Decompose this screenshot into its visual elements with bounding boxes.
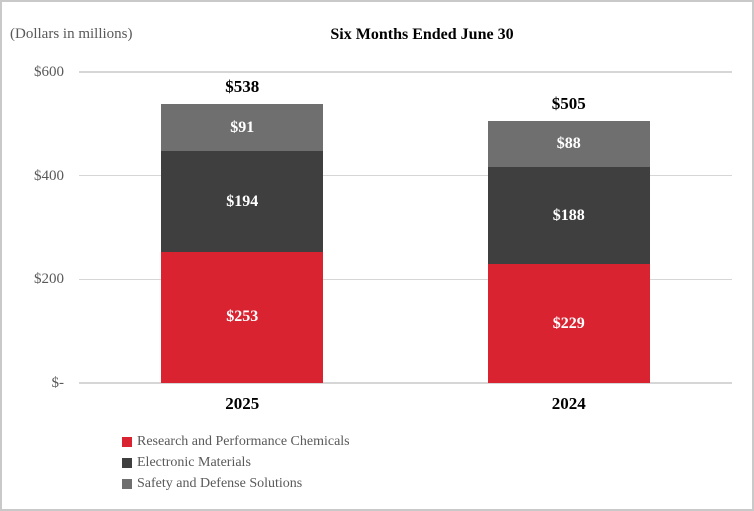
bar-segment-electronic-materials: $194 <box>161 151 324 252</box>
legend: Research and Performance Chemicals Electr… <box>122 431 350 494</box>
bar-segment-electronic-materials: $188 <box>487 166 650 265</box>
legend-swatch <box>122 436 132 447</box>
gridline <box>79 278 732 281</box>
legend-swatch <box>122 478 132 489</box>
x-axis-label: 2024 <box>551 394 586 413</box>
gridline <box>79 174 732 177</box>
legend-label: Electronic Materials <box>137 454 251 470</box>
bar-segment-research-and-performance-chemicals: $253 <box>161 251 324 383</box>
segment-value-label: $91 <box>230 118 255 136</box>
bar-segment-research-and-performance-chemicals: $229 <box>487 264 650 383</box>
legend-item: Research and Performance Chemicals <box>122 431 350 452</box>
segment-value-label: $253 <box>226 308 259 326</box>
gridline <box>79 382 732 384</box>
bar-segment-safety-and-defense-solutions: $91 <box>161 104 324 152</box>
chart-title: Six Months Ended June 30 <box>330 26 514 43</box>
legend-label: Safety and Defense Solutions <box>137 475 303 491</box>
y-tick-label: $- <box>51 375 65 391</box>
legend-item: Safety and Defense Solutions <box>122 473 350 494</box>
legend-label: Research and Performance Chemicals <box>137 433 350 449</box>
x-axis-label: 2025 <box>225 394 260 413</box>
segment-value-label: $229 <box>552 314 585 332</box>
units-note: (Dollars in millions) <box>10 26 133 42</box>
segment-value-label: $194 <box>226 192 259 210</box>
segment-value-label: $188 <box>552 206 585 224</box>
y-tick-label: $600 <box>34 64 64 80</box>
segment-value-label: $88 <box>556 135 581 153</box>
legend-swatch <box>122 457 132 468</box>
bar-segment-safety-and-defense-solutions: $88 <box>487 121 650 167</box>
bar-total-label: $505 <box>551 94 586 114</box>
legend-item: Electronic Materials <box>122 452 350 473</box>
gridline <box>79 71 732 73</box>
bar-total-label: $538 <box>225 77 260 97</box>
y-tick-label: $400 <box>34 167 64 184</box>
y-tick-label: $200 <box>34 271 64 288</box>
